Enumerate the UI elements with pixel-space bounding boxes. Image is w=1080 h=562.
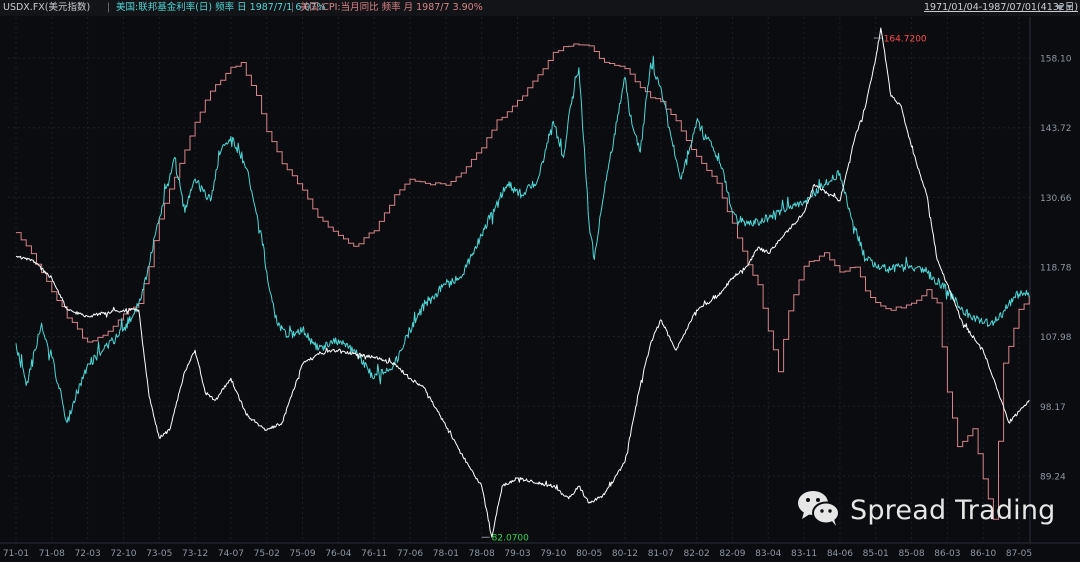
watermark-text: Spread Trading bbox=[850, 494, 1056, 526]
x-tick-label: 73-12 bbox=[182, 549, 208, 559]
x-tick-label: 85-08 bbox=[898, 549, 924, 559]
x-tick-label: 79-03 bbox=[504, 549, 530, 559]
min-value-label: 82.0700 bbox=[492, 534, 529, 544]
dropdown-arrow-icon[interactable]: ▾ bbox=[1067, 2, 1073, 13]
series-line-fed-funds bbox=[15, 55, 1030, 424]
y-tick-label: 118.78 bbox=[1040, 264, 1072, 274]
x-tick-label: 85-01 bbox=[863, 549, 889, 559]
x-tick-label: 78-01 bbox=[433, 549, 459, 559]
y-tick-label: 107.98 bbox=[1040, 333, 1072, 343]
separator: | bbox=[107, 2, 111, 13]
y-tick-label: 158.10 bbox=[1040, 55, 1072, 65]
x-tick-label: 78-08 bbox=[469, 549, 495, 559]
legend-bar: USDX.FX(美元指数) | 美国:联邦基金利率(日) 频率 日 1987/7… bbox=[0, 0, 1080, 16]
x-tick-label: 79-10 bbox=[540, 549, 566, 559]
y-axis: 158.10 143.72 130.66 118.78 107.98 98.17 89.24 bbox=[1040, 55, 1072, 483]
series-lines bbox=[15, 27, 1030, 538]
x-tick-label: 72-10 bbox=[110, 549, 136, 559]
x-tick-label: 80-05 bbox=[576, 549, 602, 559]
separator: | bbox=[291, 2, 295, 13]
triangle-down-icon[interactable] bbox=[1054, 0, 1066, 22]
x-tick-label: 82-09 bbox=[719, 549, 745, 559]
series-fed-funds-label[interactable]: 美国:联邦基金利率(日) 频率 日 1987/7/1 6.07% bbox=[116, 2, 326, 13]
x-tick-label: 87-05 bbox=[1006, 549, 1032, 559]
y-tick-label: 143.72 bbox=[1040, 124, 1072, 134]
series-line-cpi bbox=[16, 43, 1030, 520]
x-tick-label: 86-03 bbox=[934, 549, 960, 559]
x-tick-label: 75-02 bbox=[254, 549, 280, 559]
annotations: 164.7200 82.0700 bbox=[481, 35, 927, 544]
x-tick-label: 76-04 bbox=[325, 549, 351, 559]
x-tick-label: 74-07 bbox=[218, 549, 244, 559]
watermark: Spread Trading bbox=[796, 490, 1056, 530]
x-axis: 71-01 71-08 72-03 72-10 73-05 73-12 74-07 75-02… bbox=[3, 549, 1032, 559]
date-range-label[interactable]: 1971/01/04-1987/07/01(4132日) bbox=[924, 2, 1079, 13]
x-tick-label: 75-09 bbox=[289, 549, 315, 559]
symbol-label[interactable]: USDX.FX(美元指数) bbox=[3, 2, 91, 13]
x-tick-label: 80-12 bbox=[612, 549, 638, 559]
x-tick-label: 77-06 bbox=[397, 549, 423, 559]
grid-lines bbox=[0, 17, 1080, 544]
x-tick-label: 72-03 bbox=[75, 549, 101, 559]
x-tick-label: 83-11 bbox=[791, 549, 817, 559]
x-tick-label: 73-05 bbox=[146, 549, 172, 559]
wechat-icon bbox=[796, 488, 842, 532]
series-line-usdx bbox=[15, 27, 1030, 538]
series-cpi-label[interactable]: 美国:CPI:当月同比 频率 月 1987/7 3.90% bbox=[300, 2, 483, 13]
y-tick-label: 89.24 bbox=[1040, 473, 1066, 483]
y-tick-label: 130.66 bbox=[1040, 194, 1072, 204]
x-tick-label: 86-10 bbox=[970, 549, 996, 559]
x-tick-label: 84-06 bbox=[827, 549, 853, 559]
x-tick-label: 71-01 bbox=[3, 549, 29, 559]
max-value-label: 164.7200 bbox=[884, 35, 927, 45]
x-tick-label: 82-02 bbox=[684, 549, 710, 559]
x-tick-label: 81-07 bbox=[648, 549, 674, 559]
x-tick-label: 76-11 bbox=[361, 549, 387, 559]
x-tick-label: 83-04 bbox=[755, 549, 781, 559]
y-tick-label: 98.17 bbox=[1040, 403, 1066, 413]
x-tick-label: 71-08 bbox=[39, 549, 65, 559]
